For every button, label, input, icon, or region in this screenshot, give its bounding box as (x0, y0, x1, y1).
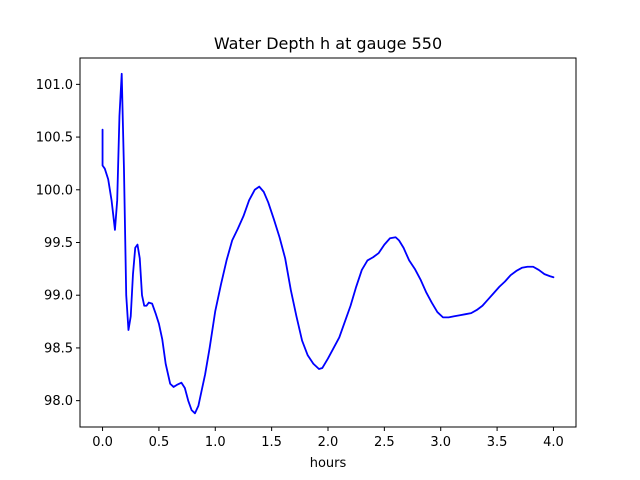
y-tick-label: 98.0 (44, 394, 73, 409)
x-tick-label: 4.0 (543, 435, 564, 450)
x-tick-label: 1.0 (205, 435, 226, 450)
x-tick-label: 2.5 (374, 435, 395, 450)
x-axis-label: hours (310, 456, 347, 471)
x-tick-label: 2.0 (318, 435, 339, 450)
y-tick-label: 101.0 (36, 78, 73, 93)
x-tick-label: 0.0 (92, 435, 113, 450)
y-tick-label: 100.5 (36, 131, 73, 146)
y-tick-label: 99.5 (44, 236, 73, 251)
x-axis-ticks: 0.0 0.5 1.0 1.5 2.0 2.5 3.0 3.5 4.0 (92, 427, 564, 450)
x-tick-label: 3.5 (487, 435, 508, 450)
series-line-1 (101, 72, 555, 415)
series-layer (101, 72, 555, 415)
x-tick-label: 0.5 (149, 435, 170, 450)
y-tick-label: 99.0 (44, 289, 73, 304)
y-tick-label: 100.0 (36, 183, 73, 198)
y-axis-ticks: 98.0 98.5 99.0 99.5 100.0 100.5 101.0 (36, 78, 80, 409)
y-tick-label: 98.5 (44, 341, 73, 356)
chart-title: Water Depth h at gauge 550 (214, 34, 442, 53)
x-tick-label: 3.0 (430, 435, 451, 450)
x-tick-label: 1.5 (261, 435, 282, 450)
